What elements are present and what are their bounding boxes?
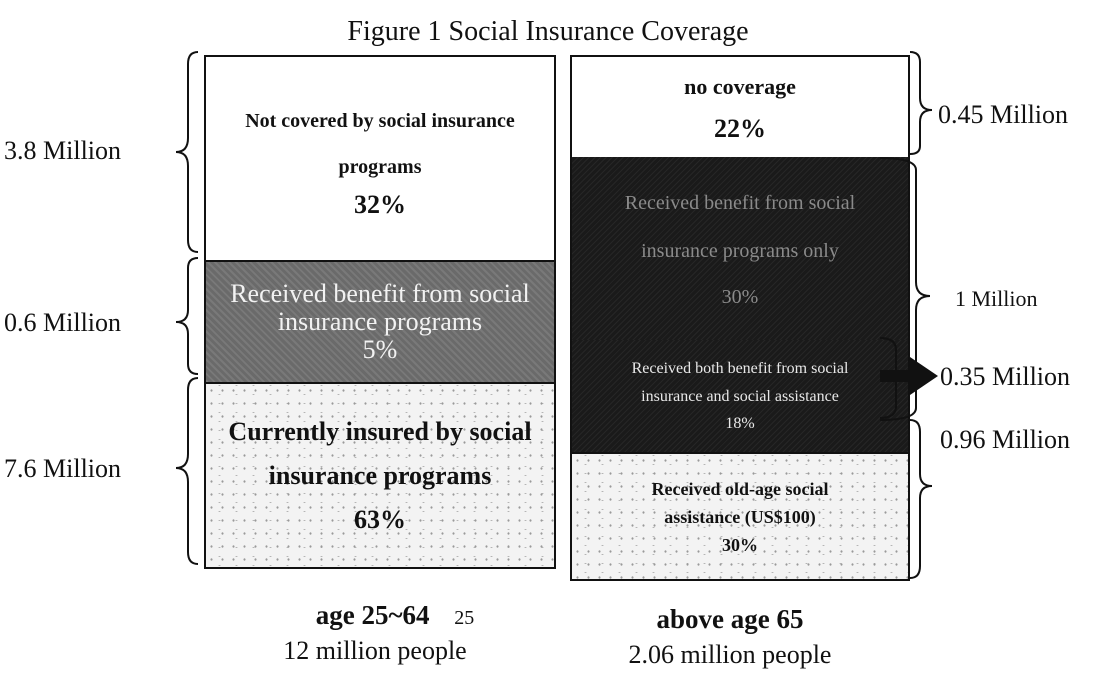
segment-label: assistance (US$100)	[664, 506, 816, 527]
left-brace-7-6	[175, 377, 199, 565]
segment-label: insurance programs only	[641, 239, 839, 262]
caption-note: 25	[454, 607, 475, 629]
label-0-6-million: 0.6 Million	[4, 308, 122, 337]
segment-percent: 30%	[721, 285, 759, 308]
segment-insurance-only: Received benefit from social insurance p…	[572, 157, 908, 340]
arrow-to-0-35	[880, 357, 938, 395]
segment-label: Received benefit from social	[624, 191, 856, 214]
right-column-population: 2.06 million people	[628, 640, 832, 669]
right-brace-0-45	[909, 51, 933, 155]
segment-label: Currently insured by social	[228, 416, 532, 446]
segment-label: Received old-age social	[651, 478, 829, 499]
segment-label: insurance and social assistance	[641, 388, 839, 405]
right-column-caption: above age 65	[656, 604, 804, 634]
segment-label: Received both benefit from social	[631, 360, 849, 377]
left-brace-0-6	[175, 257, 199, 375]
above-65-bar: no coverage 22% Received benefit from so…	[570, 55, 910, 581]
segment-label: programs	[338, 155, 422, 178]
label-0-35-million: 0.35 Million	[940, 362, 1071, 391]
label-3-8-million: 3.8 Million	[4, 136, 122, 165]
segment-social-assistance: Received old-age social assistance (US$1…	[572, 452, 908, 579]
segment-label: no coverage	[684, 74, 796, 99]
segment-both-benefits: Received both benefit from social insura…	[572, 340, 908, 452]
figure-title: Figure 1 Social Insurance Coverage	[347, 16, 749, 47]
segment-label: insurance programs	[268, 460, 492, 490]
left-brace-3-8	[175, 51, 199, 253]
segment-label: Received benefit from social	[230, 279, 530, 308]
segment-no-coverage: no coverage 22%	[572, 57, 908, 157]
segment-not-covered: Not covered by social insurance programs…	[206, 57, 554, 260]
segment-label: insurance programs	[277, 307, 483, 336]
segment-percent: 5%	[362, 335, 398, 364]
label-7-6-million: 7.6 Million	[4, 454, 122, 483]
age-25-64-bar: Not covered by social insurance programs…	[204, 55, 556, 569]
segment-percent: 63%	[354, 504, 406, 534]
segment-received-benefit: Received benefit from social insurance p…	[206, 260, 554, 382]
right-brace-0-96	[909, 419, 933, 579]
left-column-population: 12 million people	[283, 636, 467, 665]
segment-percent: 32%	[354, 189, 406, 219]
label-0-96-million: 0.96 Million	[940, 425, 1071, 454]
segment-percent: 18%	[725, 415, 755, 432]
right-brace-1	[879, 157, 931, 421]
label-0-45-million: 0.45 Million	[938, 100, 1069, 129]
caption-text: age 25~64	[315, 600, 430, 630]
segment-percent: 30%	[722, 534, 758, 555]
segment-label: Not covered by social insurance	[245, 109, 515, 132]
label-1-million: 1 Million	[955, 286, 1038, 311]
segment-percent: 22%	[714, 114, 766, 143]
segment-currently-insured: Currently insured by social insurance pr…	[206, 382, 554, 567]
left-column-caption: age 25~64 25	[280, 600, 510, 631]
